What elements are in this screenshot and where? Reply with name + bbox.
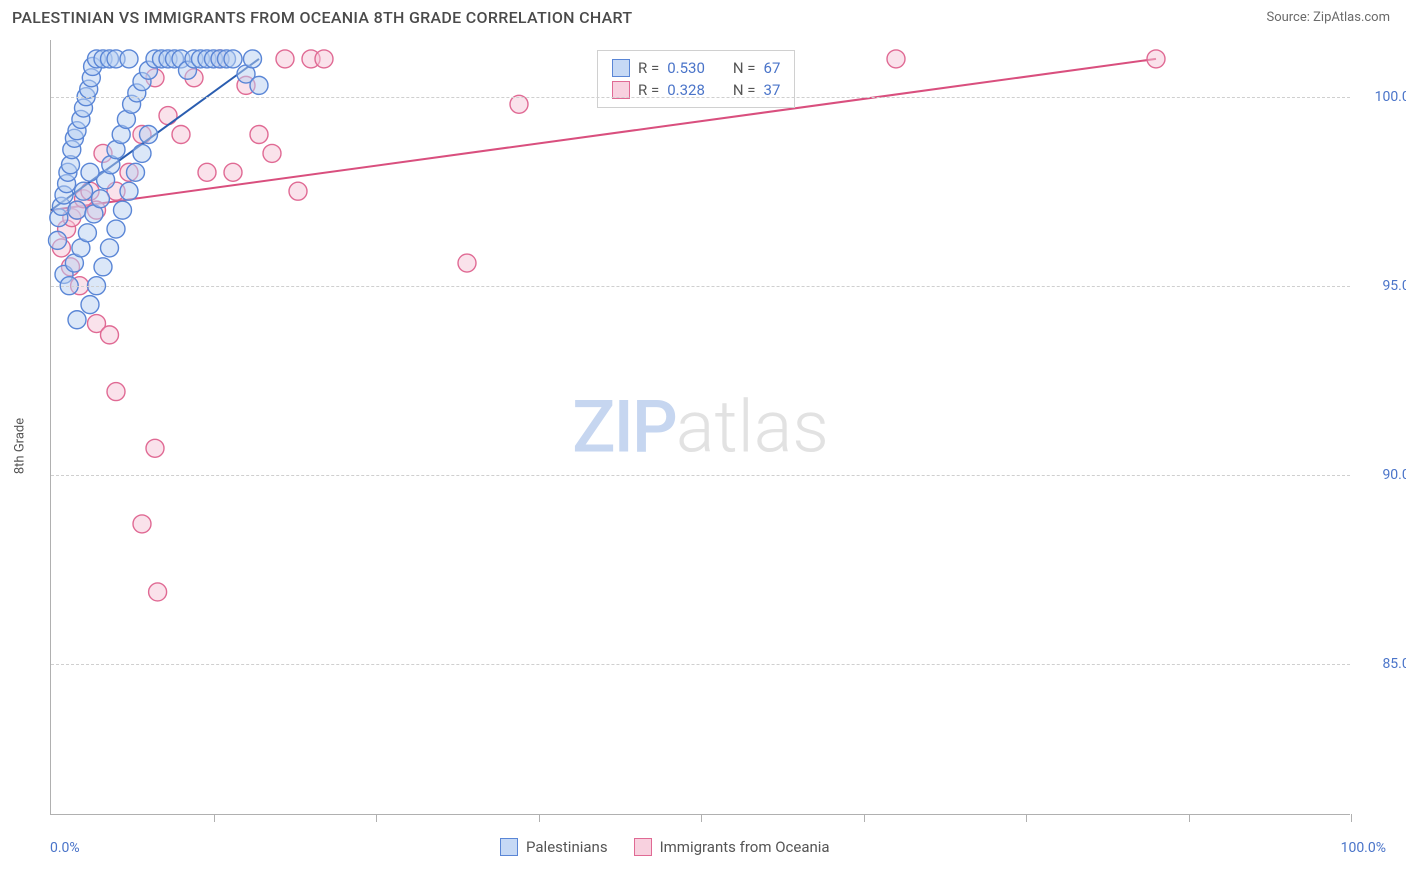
legend-swatch xyxy=(612,59,630,77)
x-tick xyxy=(1189,814,1190,822)
legend-swatch xyxy=(500,838,518,856)
y-tick-label: 85.0% xyxy=(1360,656,1406,672)
y-tick-label: 90.0% xyxy=(1360,467,1406,483)
correlation-legend: R =0.530N =67R =0.328N =37 xyxy=(597,50,795,108)
n-value: 67 xyxy=(764,57,781,79)
x-tick xyxy=(701,814,702,822)
chart-plot-area: ZIPatlas R =0.530N =67R =0.328N =37 85.0… xyxy=(50,40,1350,815)
gridline xyxy=(51,97,1350,98)
x-min-label: 0.0% xyxy=(50,840,80,856)
r-label: R = xyxy=(638,57,659,79)
series-label: Immigrants from Oceania xyxy=(660,838,830,856)
y-tick-label: 95.0% xyxy=(1360,278,1406,294)
chart-title: PALESTINIAN VS IMMIGRANTS FROM OCEANIA 8… xyxy=(12,8,632,27)
x-tick xyxy=(376,814,377,822)
series-legend-item: Immigrants from Oceania xyxy=(634,838,830,856)
x-tick xyxy=(1026,814,1027,822)
x-tick xyxy=(539,814,540,822)
r-value: 0.530 xyxy=(667,57,705,79)
x-tick xyxy=(864,814,865,822)
legend-stat-row: R = 0.530 N = 67 xyxy=(612,57,780,79)
y-axis-label: 8th Grade xyxy=(13,418,28,474)
n-label: N = xyxy=(733,57,756,79)
x-max-label: 100.0% xyxy=(1341,840,1386,856)
gridline xyxy=(51,475,1350,476)
series-legend-item: Palestinians xyxy=(500,838,608,856)
x-tick xyxy=(1351,814,1352,822)
gridline xyxy=(51,664,1350,665)
gridline xyxy=(51,286,1350,287)
scatter-svg xyxy=(51,40,1350,814)
series-legend: Palestinians Immigrants from Oceania xyxy=(500,838,830,856)
y-tick-label: 100.0% xyxy=(1360,89,1406,105)
source-attribution: Source: ZipAtlas.com xyxy=(1266,10,1390,25)
legend-swatch xyxy=(634,838,652,856)
x-tick xyxy=(214,814,215,822)
series-label: Palestinians xyxy=(526,838,608,856)
